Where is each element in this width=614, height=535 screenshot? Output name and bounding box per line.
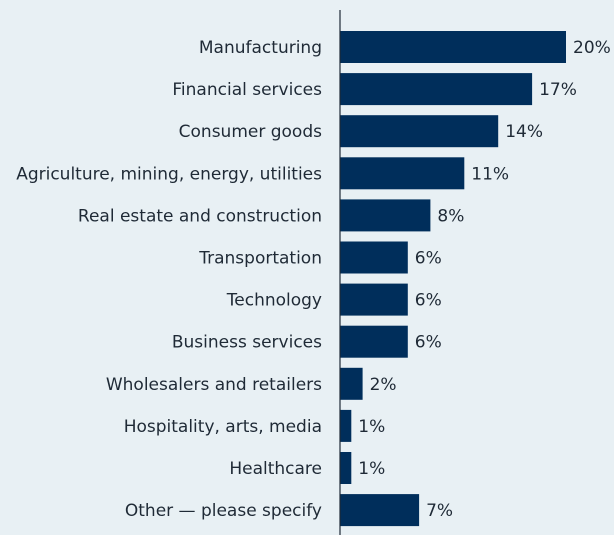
value-label-0: 20% [573,38,611,58]
bar-9 [340,409,352,442]
category-label-4: Real estate and construction [78,206,322,226]
category-label-8: Wholesalers and retailers [106,375,322,395]
bar-10 [340,452,352,484]
bar-7 [340,325,408,358]
category-label-3: Agriculture, mining, energy, utilities [16,164,322,184]
bar-2 [340,115,499,148]
category-labels-group: Manufacturing Financial services Consumer … [16,38,322,521]
category-label-0: Manufacturing [199,38,322,58]
bar-0 [340,31,566,63]
category-label-5: Transportation [198,249,322,269]
bar-4 [340,199,431,232]
category-label-7: Business services [172,333,322,353]
value-label-5: 6% [415,249,442,269]
value-labels-group: 20% 17% 14% 11% 8% 6% 6% 6% 2% 1% 1% 7% [358,38,610,521]
category-label-9: Hospitality, arts, media [124,417,322,437]
bar-8 [340,367,363,400]
value-label-8: 2% [370,375,397,395]
bar-6 [340,283,408,316]
category-label-1: Financial services [172,80,322,100]
bar-11 [340,494,420,527]
value-label-10: 1% [358,459,385,479]
value-label-1: 17% [539,80,577,100]
value-label-6: 6% [415,291,442,311]
category-label-11: Other — please specify [125,501,322,521]
value-label-9: 1% [358,417,385,437]
value-label-4: 8% [437,206,464,226]
value-label-3: 11% [471,164,509,184]
bar-5 [340,241,408,274]
category-label-6: Technology [226,291,322,311]
bar-3 [340,157,465,190]
value-label-11: 7% [426,501,453,521]
bars-group [340,31,566,527]
category-label-10: Healthcare [229,459,322,479]
value-label-7: 6% [415,333,442,353]
bar-1 [340,73,533,106]
category-label-2: Consumer goods [179,122,322,142]
value-label-2: 14% [505,122,543,142]
